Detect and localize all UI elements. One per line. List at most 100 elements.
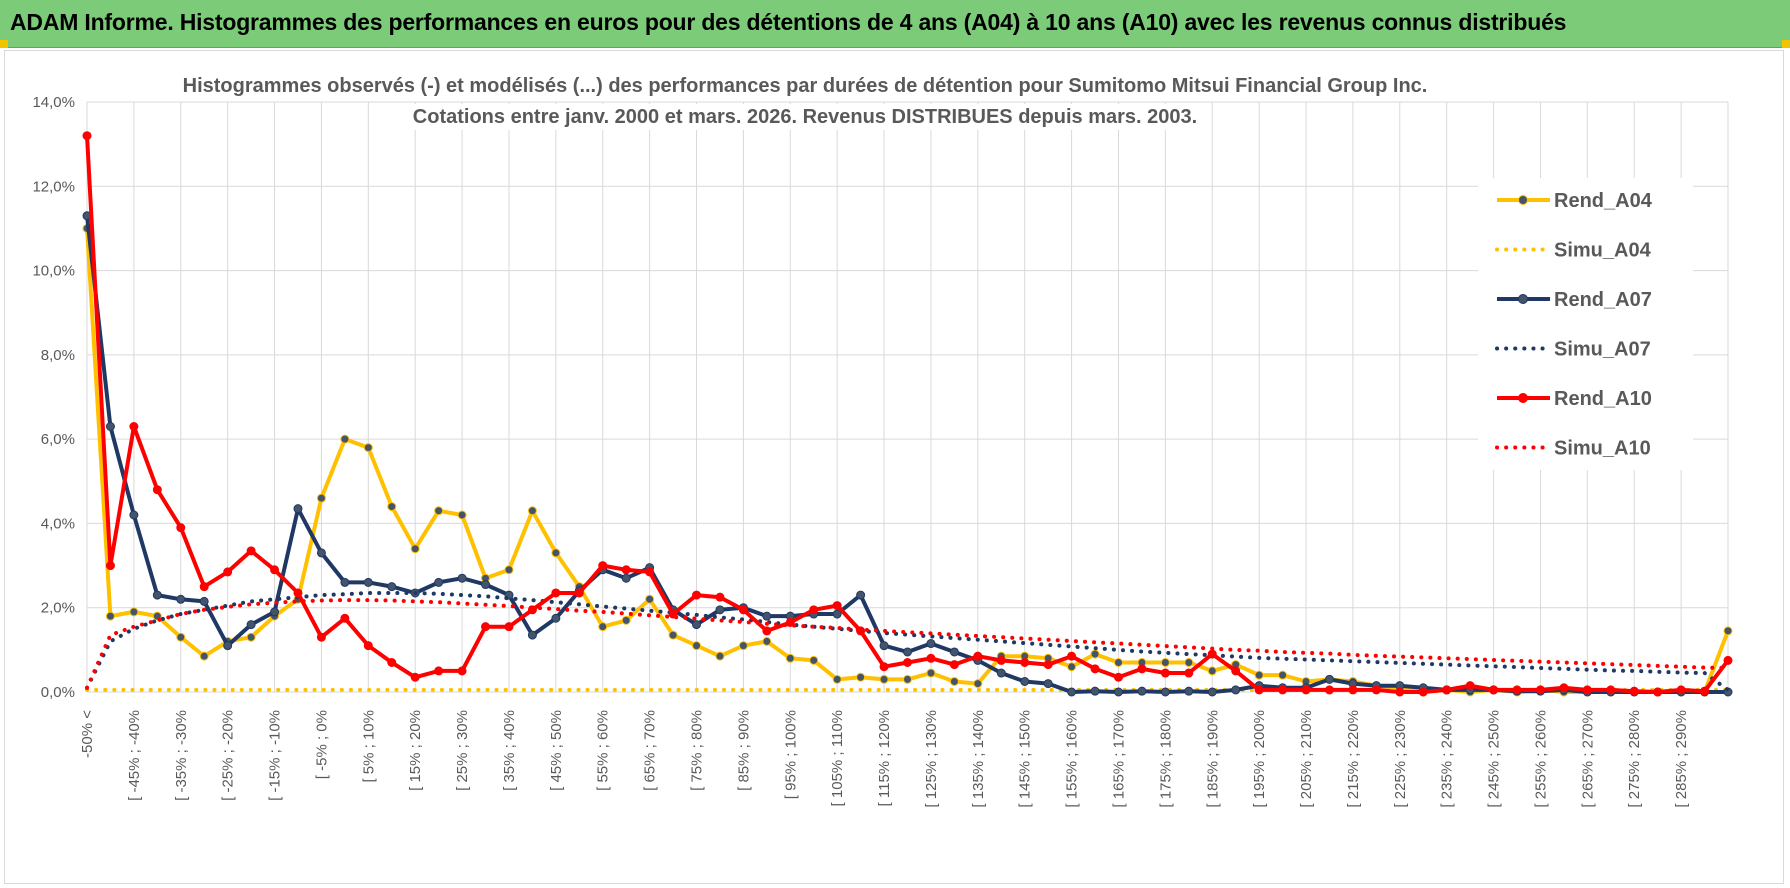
data-point-rend-a10 [1137,664,1147,674]
data-point-rend-a04 [176,632,186,642]
x-tick-label: [ 85% ; 90% [735,710,752,791]
data-point-rend-a10 [574,588,584,598]
data-point-rend-a10 [1582,685,1592,695]
data-point-rend-a04 [316,493,326,503]
x-tick-label: [ 75% ; 80% [689,710,706,791]
chart-title-backdrop [176,73,1434,99]
data-point-rend-a10 [996,655,1006,665]
data-point-rend-a10 [1629,686,1639,696]
data-point-rend-a07 [1043,679,1053,689]
data-point-rend-a07 [1324,674,1334,684]
y-tick-label: 10,0% [32,263,75,280]
data-point-rend-a07 [1207,687,1217,697]
data-point-rend-a10 [504,622,514,632]
x-tick-label: [ -25% ; -20% [220,710,237,801]
data-point-rend-a04 [434,506,444,516]
data-point-rend-a04 [832,674,842,684]
data-point-rend-a04 [1723,626,1733,636]
data-point-rend-a07 [949,647,959,657]
data-point-rend-a07 [879,641,889,651]
data-point-rend-a10 [1324,685,1334,695]
data-point-rend-a10 [340,613,350,623]
x-tick-label: [ 25% ; 30% [454,710,471,791]
data-point-rend-a07 [692,620,702,630]
data-point-rend-a04 [1278,670,1288,680]
data-point-rend-a07 [293,504,303,514]
data-point-rend-a10 [316,632,326,642]
data-point-rend-a10 [598,561,608,571]
data-point-rend-a04 [1207,666,1217,676]
data-point-rend-a10 [481,622,491,632]
legend-label-rend-a04: Rend_A04 [1554,190,1653,212]
x-tick-label: [ 15% ; 20% [407,710,424,791]
data-point-rend-a10 [1442,685,1452,695]
x-tick-label: [ 245% ; 250% [1486,710,1503,808]
data-point-rend-a07 [527,630,537,640]
data-point-rend-a07 [1090,686,1100,696]
x-tick-label: [ 285% ; 290% [1673,710,1690,808]
y-axis-ticks: 0,0% 2,0% 4,0% 6,0% 8,0% 10,0% 12,0% 14,0% [32,94,75,701]
data-point-rend-a04 [363,443,373,453]
x-tick-label: -50% < [79,710,96,758]
data-point-rend-a04 [785,653,795,663]
data-point-rend-a07 [1020,676,1030,686]
data-point-rend-a07 [434,577,444,587]
chart-title-backdrop [406,104,1204,130]
data-point-rend-a10 [973,651,983,661]
data-point-rend-a04 [715,651,725,661]
data-point-rend-a10 [1231,666,1241,676]
data-point-rend-a07 [152,590,162,600]
data-point-rend-a04 [621,615,631,625]
data-point-rend-a10 [1700,686,1710,696]
data-point-rend-a10 [645,567,655,577]
data-point-rend-a10 [809,605,819,615]
y-tick-label: 0,0% [41,684,75,701]
data-point-rend-a10 [949,660,959,670]
legend-box [1478,178,1693,470]
series-layer [82,131,1733,697]
data-point-rend-a04 [692,641,702,651]
data-point-rend-a04 [410,544,420,554]
data-point-rend-a10 [1067,651,1077,661]
data-point-rend-a10 [1489,685,1499,695]
report-title: ADAM Informe. Histogrammes des performan… [10,9,1567,35]
data-point-rend-a07 [129,510,139,520]
data-point-rend-a07 [246,620,256,630]
data-point-rend-a07 [1184,686,1194,696]
x-tick-label: [ 115% ; 120% [876,710,893,806]
data-point-rend-a10 [434,666,444,676]
data-point-rend-a10 [1254,685,1264,695]
banner-corner-right [1782,40,1790,48]
data-point-rend-a07 [856,590,866,600]
data-point-rend-a07 [176,594,186,604]
data-point-rend-a04 [668,630,678,640]
data-point-rend-a10 [1465,681,1475,691]
data-point-rend-a10 [1559,683,1569,693]
data-point-rend-a10 [926,653,936,663]
data-point-rend-a07 [715,605,725,615]
chart-title-line1: Histogrammes observés (-) et modélisés (… [183,75,1428,97]
x-tick-label: [ 105% ; 110% [829,710,846,806]
data-point-rend-a04 [1090,649,1100,659]
data-point-rend-a04 [199,651,209,661]
data-point-rend-a04 [129,607,139,617]
x-tick-label: [ 265% ; 270% [1579,710,1596,808]
chart-title-background [176,73,1434,130]
data-point-rend-a10 [715,592,725,602]
x-axis-ticks: -50% < [ -45% ; -40% [ -35% ; -30% [ -25% ;… [79,710,1690,808]
data-point-rend-a10 [1348,685,1358,695]
data-point-rend-a04 [1254,670,1264,680]
x-tick-label: [ 125% ; 130% [923,710,940,808]
data-point-rend-a10 [1512,685,1522,695]
data-point-rend-a10 [1653,687,1663,697]
data-point-rend-a04 [1184,658,1194,667]
x-tick-label: [ -5% ; 0% [313,710,330,779]
x-tick-label: [ 255% ; 260% [1532,710,1549,808]
data-point-rend-a07 [1113,687,1123,697]
data-point-rend-a04 [598,622,608,632]
data-point-rend-a10 [1090,664,1100,674]
data-point-rend-a10 [1676,685,1686,695]
x-tick-label: [ 55% ; 60% [595,710,612,791]
x-tick-label: [ -45% ; -40% [126,710,143,801]
